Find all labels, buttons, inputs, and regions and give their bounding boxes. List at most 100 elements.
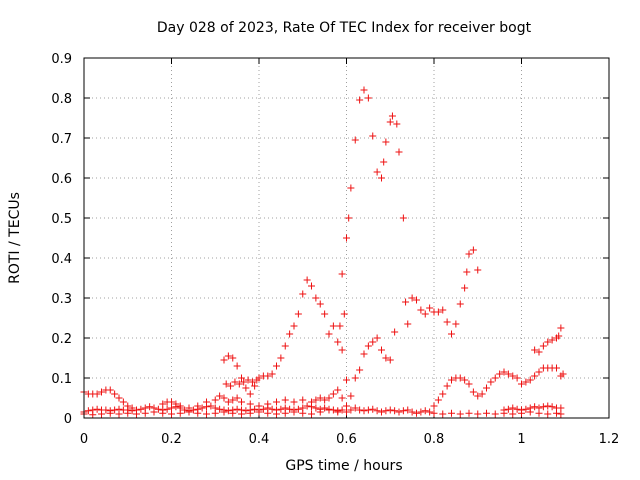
data-point bbox=[163, 405, 171, 413]
data-point bbox=[456, 374, 464, 382]
data-point bbox=[238, 374, 245, 382]
data-point bbox=[483, 384, 490, 392]
data-point bbox=[185, 408, 193, 416]
data-point bbox=[544, 402, 552, 410]
data-point bbox=[463, 268, 471, 276]
data-point bbox=[316, 300, 324, 308]
data-point bbox=[351, 136, 359, 144]
data-point bbox=[281, 342, 289, 350]
data-point bbox=[531, 346, 539, 354]
data-point bbox=[264, 372, 272, 380]
data-point bbox=[246, 390, 254, 398]
data-point bbox=[93, 405, 101, 413]
data-point bbox=[509, 404, 517, 412]
y-tick-label: 0.5 bbox=[51, 212, 72, 227]
data-point bbox=[539, 403, 547, 411]
data-point bbox=[496, 370, 504, 378]
data-point bbox=[290, 408, 298, 416]
data-point bbox=[233, 394, 241, 402]
data-point bbox=[491, 374, 499, 382]
data-point bbox=[413, 409, 420, 417]
data-point bbox=[111, 406, 119, 414]
data-point bbox=[106, 386, 114, 394]
data-point bbox=[557, 324, 565, 332]
y-tick-label: 0.6 bbox=[51, 172, 72, 187]
data-point bbox=[246, 400, 254, 408]
data-point bbox=[559, 370, 567, 378]
data-point bbox=[224, 398, 232, 406]
data-point bbox=[448, 409, 455, 417]
data-point bbox=[474, 392, 482, 400]
data-point bbox=[421, 310, 429, 318]
data-point bbox=[189, 406, 197, 414]
data-point bbox=[248, 378, 256, 386]
data-points bbox=[80, 86, 567, 419]
data-point bbox=[402, 298, 410, 306]
data-point bbox=[216, 392, 224, 400]
data-point bbox=[203, 410, 210, 418]
data-point bbox=[500, 406, 508, 414]
data-point bbox=[329, 390, 337, 398]
data-point bbox=[343, 402, 350, 410]
data-point bbox=[356, 96, 364, 104]
data-point bbox=[312, 404, 320, 412]
data-point bbox=[211, 396, 219, 404]
data-point bbox=[229, 409, 237, 417]
data-point bbox=[137, 405, 145, 413]
data-point bbox=[259, 405, 267, 413]
data-point bbox=[159, 400, 167, 408]
data-point bbox=[474, 410, 482, 418]
data-point bbox=[251, 405, 259, 413]
data-point bbox=[408, 294, 416, 302]
data-point bbox=[168, 404, 175, 412]
data-point bbox=[531, 372, 539, 380]
data-point bbox=[334, 338, 342, 346]
data-point bbox=[393, 120, 401, 128]
x-tick-label: 0.4 bbox=[249, 432, 270, 447]
data-point bbox=[325, 406, 333, 414]
data-point bbox=[146, 403, 154, 411]
data-point bbox=[246, 409, 254, 417]
data-point bbox=[343, 234, 350, 242]
data-point bbox=[277, 354, 285, 362]
data-point bbox=[404, 406, 412, 414]
data-point bbox=[281, 409, 289, 417]
data-point bbox=[555, 332, 563, 340]
data-point bbox=[553, 364, 560, 372]
data-point bbox=[452, 320, 460, 328]
x-tick-labels: 0 0.2 0.4 0.6 0.8 1 1.2 bbox=[80, 432, 619, 447]
data-point bbox=[483, 409, 490, 417]
x-tick-label: 1.2 bbox=[599, 432, 620, 447]
data-point bbox=[360, 350, 368, 358]
data-point bbox=[229, 396, 237, 404]
data-point bbox=[557, 410, 565, 418]
data-point bbox=[535, 368, 543, 376]
data-point bbox=[373, 334, 381, 342]
data-point bbox=[369, 132, 377, 140]
data-point bbox=[290, 322, 298, 330]
data-point bbox=[231, 378, 239, 386]
data-point bbox=[211, 409, 219, 417]
data-point bbox=[439, 390, 447, 398]
data-point bbox=[404, 320, 412, 328]
data-point bbox=[84, 407, 92, 415]
data-point bbox=[373, 407, 381, 415]
data-point bbox=[338, 406, 346, 414]
data-point bbox=[513, 405, 521, 413]
data-point bbox=[133, 410, 140, 418]
data-point bbox=[141, 409, 149, 417]
data-point bbox=[303, 276, 311, 284]
x-tick-label: 0.2 bbox=[161, 432, 182, 447]
data-point bbox=[443, 318, 451, 326]
data-point bbox=[434, 308, 442, 316]
data-point bbox=[325, 394, 333, 402]
data-point bbox=[382, 354, 390, 362]
data-point bbox=[290, 398, 298, 406]
data-point bbox=[286, 405, 294, 413]
data-point bbox=[439, 306, 447, 314]
data-point bbox=[115, 394, 123, 402]
data-point bbox=[391, 407, 399, 415]
data-point bbox=[491, 410, 499, 418]
data-point bbox=[220, 394, 228, 402]
data-point bbox=[316, 394, 324, 402]
